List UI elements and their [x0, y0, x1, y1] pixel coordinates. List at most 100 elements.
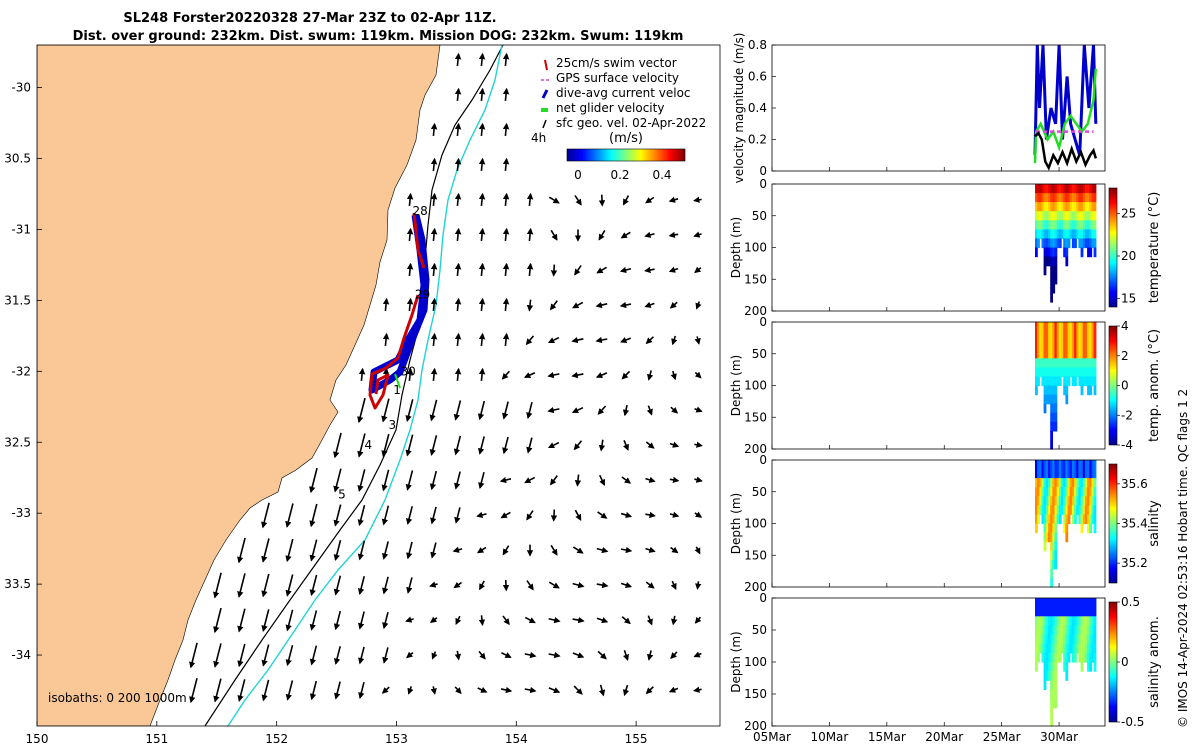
- heatmap-cell: [1093, 211, 1097, 221]
- heatmap-cell: [1050, 514, 1053, 525]
- geo-velocity-arrow: [237, 573, 246, 598]
- heatmap-cell: [1052, 247, 1056, 258]
- heatmap-cell: [1065, 523, 1069, 534]
- heatmap-cell: [1039, 460, 1043, 470]
- heatmap-cell: [1091, 202, 1095, 212]
- heatmap-cell: [1065, 220, 1069, 230]
- heatmap-cell: [1074, 469, 1077, 479]
- heatmap-cell: [1045, 671, 1049, 681]
- heatmap-cell: [1063, 505, 1066, 516]
- isobaths-label: isobaths: 0 200 1000m: [48, 691, 187, 705]
- heatmap-cell: [1069, 625, 1073, 636]
- heatmap-cell: [1050, 394, 1053, 405]
- heatmap-cell: [1035, 376, 1038, 387]
- heatmap-cell: [1056, 607, 1060, 617]
- heatmap-cell: [1076, 505, 1080, 516]
- heatmap-cell: [1045, 662, 1049, 672]
- heatmap-cell: [1041, 340, 1045, 350]
- heatmap-cell: [1058, 367, 1062, 378]
- geo-velocity-arrow: [547, 441, 560, 449]
- heatmap-cell: [1063, 487, 1066, 497]
- heatmap-cell: [1043, 193, 1047, 203]
- heatmap-cell: [1041, 496, 1045, 506]
- geo-velocity-arrow: [285, 680, 294, 701]
- heatmap-cell: [1082, 514, 1086, 525]
- heatmap-cell: [1039, 349, 1043, 359]
- heatmap-cell: [1093, 598, 1097, 608]
- heatmap-cell: [1093, 616, 1097, 626]
- geo-velocity-arrow: [454, 122, 462, 137]
- heatmap-cell: [1080, 616, 1084, 626]
- heatmap-cell: [1069, 193, 1073, 203]
- map-ytick-label: 31.5: [4, 293, 31, 307]
- heatmap-cell: [1039, 229, 1043, 240]
- heatmap-cell: [1052, 523, 1056, 534]
- geo-velocity-arrow: [502, 52, 510, 67]
- heatmap-cell: [1069, 598, 1073, 608]
- geo-velocity-arrow: [549, 300, 558, 311]
- heatmap-cell: [1084, 460, 1088, 470]
- heatmap-cell: [1061, 220, 1064, 230]
- heatmap-cell: [1063, 634, 1066, 645]
- heatmap-cell: [1056, 211, 1060, 221]
- depth-ytick-label: 150: [744, 687, 767, 701]
- heatmap-cell: [1050, 340, 1053, 350]
- heatmap-cell: [1063, 514, 1066, 525]
- heatmap-cell: [1076, 367, 1080, 378]
- heatmap-cells: [1035, 460, 1097, 588]
- heatmap-cell: [1067, 340, 1071, 350]
- heatmap-cell: [1054, 220, 1058, 230]
- heatmap-cell: [1037, 238, 1040, 249]
- cbar-tick-label: 0: [1121, 379, 1129, 393]
- heatmap-cell: [1067, 193, 1071, 203]
- heatmap-cell: [1065, 238, 1069, 249]
- geo-velocity-arrow: [478, 297, 486, 312]
- heatmap-cell: [1087, 487, 1090, 497]
- heatmap-cell: [1067, 514, 1071, 525]
- heatmap-cell: [1084, 349, 1088, 359]
- heatmap-cell: [1043, 523, 1047, 534]
- heatmap-cell: [1074, 598, 1077, 608]
- heatmap-cell: [1056, 220, 1060, 230]
- heatmap-cell: [1054, 532, 1058, 543]
- geo-velocity-arrow: [645, 441, 655, 449]
- heatmap-cell: [1050, 292, 1053, 303]
- heatmap-cell: [1045, 322, 1049, 332]
- heatmap-cell: [1076, 478, 1080, 488]
- geo-velocity-arrow: [405, 434, 414, 457]
- heatmap-cell: [1084, 229, 1088, 240]
- heatmap-cell: [1069, 229, 1073, 240]
- heatmap-cell: [1045, 460, 1049, 470]
- heatmap-cell: [1087, 625, 1090, 636]
- heatmap-cell: [1048, 358, 1051, 368]
- geo-velocity-arrow: [430, 262, 438, 277]
- heatmap-cell: [1052, 478, 1056, 488]
- heatmap-cell: [1067, 229, 1071, 240]
- heatmap-cell: [1078, 211, 1082, 221]
- heatmap-cell: [1093, 607, 1097, 617]
- heatmap-cell: [1061, 331, 1064, 341]
- geo-velocity-arrow: [453, 435, 462, 456]
- heatmap-cell: [1063, 598, 1066, 608]
- heatmap-cell: [1052, 385, 1056, 396]
- heatmap-cell: [1074, 616, 1077, 626]
- geo-velocity-arrow: [619, 266, 632, 274]
- heatmap-cell: [1087, 496, 1090, 506]
- geo-velocity-arrow: [547, 406, 560, 414]
- map-ytick-label: -30: [11, 81, 31, 95]
- heatmap-cell: [1071, 460, 1075, 470]
- heatmap-cell: [1089, 634, 1093, 645]
- geo-velocity-arrow: [477, 436, 485, 455]
- heatmap-cell: [1069, 202, 1073, 212]
- heatmap-cell: [1035, 202, 1038, 212]
- heatmap-cell: [1039, 340, 1043, 350]
- heatmap-cell: [1052, 220, 1056, 230]
- heatmap-cell: [1050, 421, 1053, 432]
- map-xtick-label: 151: [145, 732, 168, 746]
- heatmap-cell: [1074, 607, 1077, 617]
- heatmap-cell: [1089, 247, 1093, 258]
- heatmap-cell: [1050, 349, 1053, 359]
- heatmap-cell: [1058, 487, 1062, 497]
- heatmap-cell: [1065, 662, 1069, 672]
- heatmap-cell: [1058, 220, 1062, 230]
